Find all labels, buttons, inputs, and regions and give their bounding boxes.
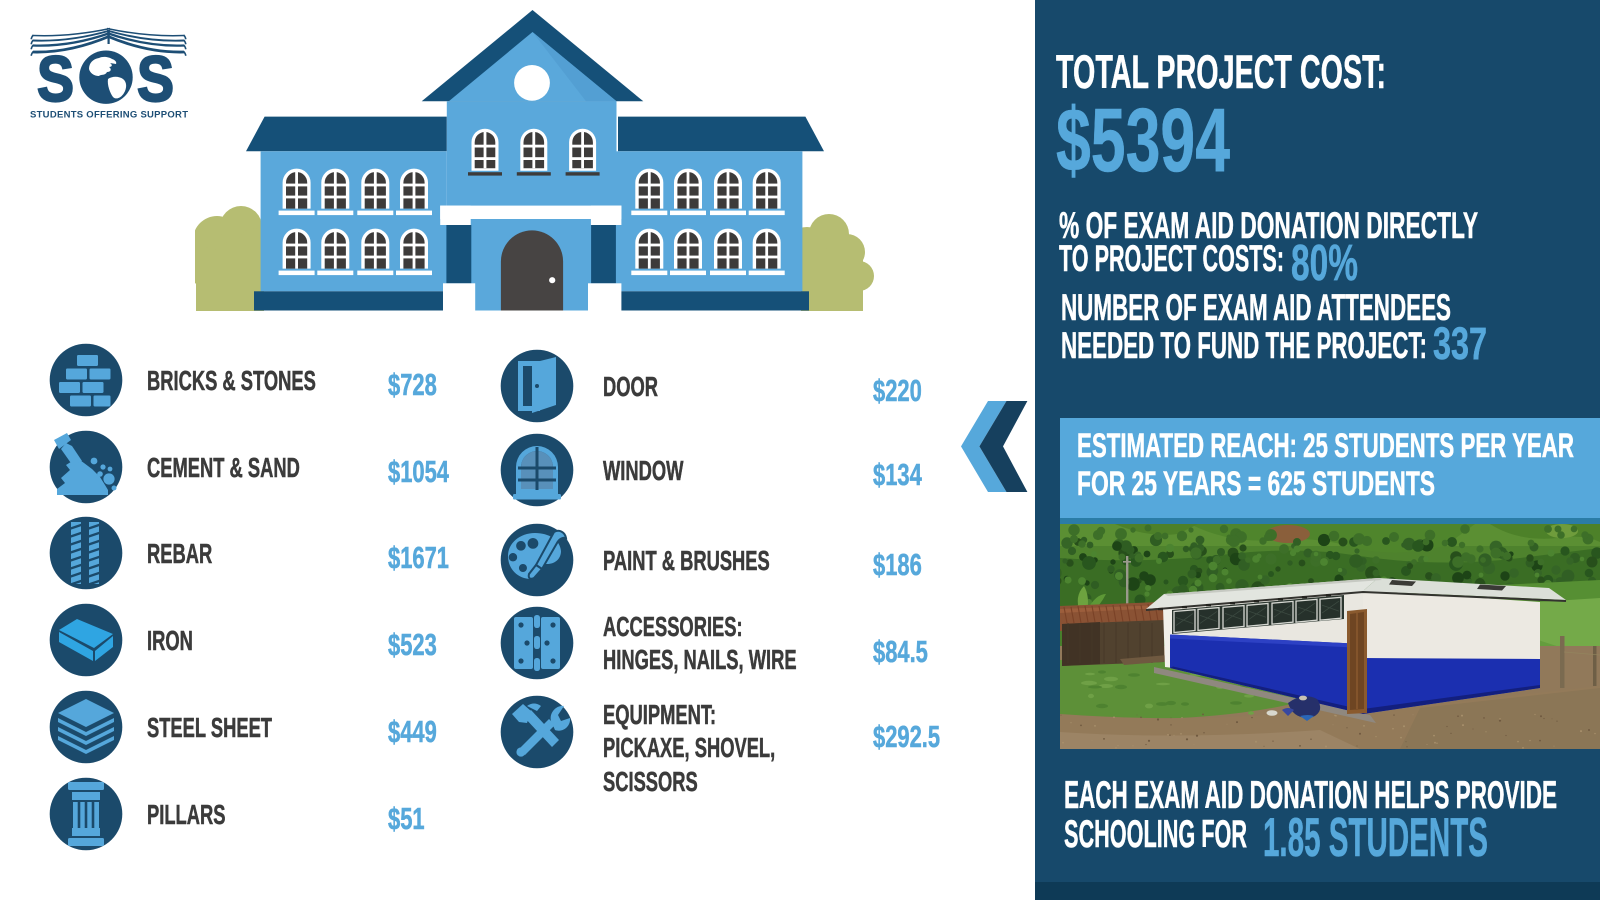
svg-text:STUDENTS OFFERING SUPPORT: STUDENTS OFFERING SUPPORT [30, 110, 188, 121]
svg-text:S: S [37, 43, 74, 115]
svg-text:S: S [137, 43, 174, 115]
